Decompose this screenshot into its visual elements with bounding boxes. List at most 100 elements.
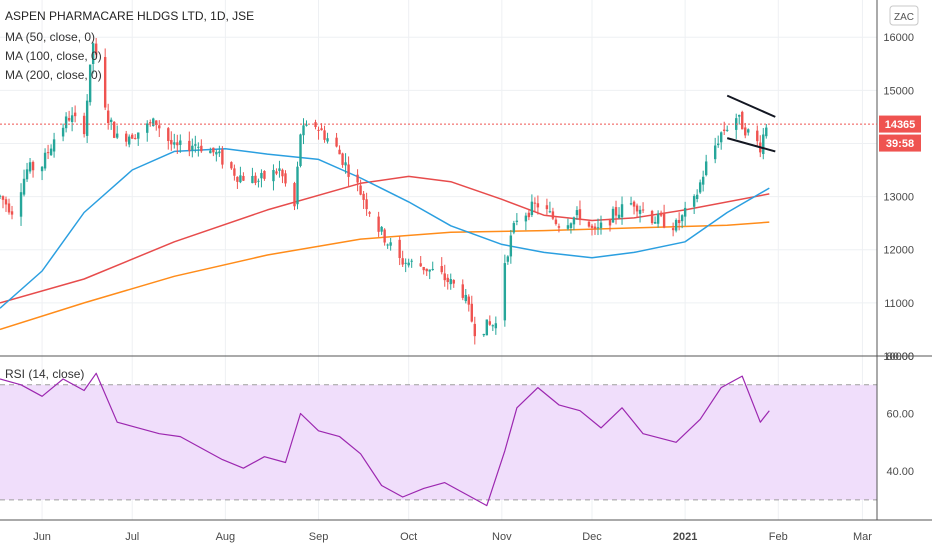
candle-body[interactable] — [368, 212, 371, 214]
candle-body[interactable] — [617, 214, 621, 219]
candle-body[interactable] — [401, 258, 404, 265]
candle-body[interactable] — [263, 171, 266, 179]
candle-body[interactable] — [638, 209, 642, 214]
candle-body[interactable] — [215, 151, 218, 155]
candle-body[interactable] — [611, 208, 615, 223]
candle-body[interactable] — [698, 182, 702, 193]
candle-body[interactable] — [46, 152, 50, 154]
candle-body[interactable] — [726, 129, 729, 131]
candle-body[interactable] — [701, 176, 705, 185]
candle-body[interactable] — [70, 115, 74, 122]
candle-body[interactable] — [720, 132, 723, 143]
candle-body[interactable] — [49, 148, 53, 156]
candle-body[interactable] — [173, 142, 176, 145]
candle-body[interactable] — [112, 121, 116, 138]
candle-body[interactable] — [566, 225, 570, 229]
candle-body[interactable] — [281, 169, 284, 177]
candle-body[interactable] — [557, 226, 561, 228]
candle-body[interactable] — [461, 284, 464, 298]
candle-body[interactable] — [533, 202, 537, 204]
candle-body[interactable] — [167, 128, 170, 142]
candle-body[interactable] — [239, 175, 242, 183]
candle-body[interactable] — [425, 268, 428, 272]
candle-body[interactable] — [410, 260, 413, 262]
candle-body[interactable] — [431, 268, 434, 270]
candle-body[interactable] — [629, 203, 633, 205]
candle-body[interactable] — [593, 226, 597, 229]
candle-body[interactable] — [383, 229, 386, 243]
candle-body[interactable] — [91, 43, 95, 64]
ma-200-line[interactable] — [0, 221, 770, 331]
candle-body[interactable] — [25, 169, 29, 180]
candle-body[interactable] — [94, 43, 98, 55]
candle-body[interactable] — [569, 223, 573, 228]
legend-ma-100[interactable]: MA (100, close, 0) — [5, 49, 102, 63]
candle-body[interactable] — [31, 161, 35, 171]
candle-body[interactable] — [299, 134, 302, 166]
candle-body[interactable] — [236, 176, 239, 182]
candle-body[interactable] — [302, 125, 305, 136]
candle-body[interactable] — [356, 174, 359, 183]
candle-body[interactable] — [251, 175, 254, 184]
candle-body[interactable] — [614, 207, 618, 216]
candle-body[interactable] — [155, 120, 158, 125]
candle-body[interactable] — [257, 180, 260, 182]
candle-body[interactable] — [741, 111, 744, 130]
candle-body[interactable] — [756, 130, 759, 142]
candle-body[interactable] — [509, 235, 513, 257]
candle-body[interactable] — [485, 319, 489, 336]
candle-body[interactable] — [377, 216, 380, 232]
candle-body[interactable] — [738, 114, 741, 117]
candle-body[interactable] — [188, 140, 191, 151]
candle-body[interactable] — [506, 256, 510, 262]
candle-body[interactable] — [608, 219, 612, 226]
candle-body[interactable] — [488, 321, 492, 325]
candle-body[interactable] — [446, 277, 449, 283]
candle-body[interactable] — [131, 134, 134, 139]
candle-body[interactable] — [109, 119, 113, 122]
candle-body[interactable] — [275, 171, 278, 174]
candle-body[interactable] — [314, 122, 317, 128]
candle-body[interactable] — [0, 195, 2, 197]
ma-100-line[interactable] — [0, 175, 770, 304]
candle-body[interactable] — [137, 132, 140, 139]
candle-body[interactable] — [344, 162, 347, 166]
candle-body[interactable] — [674, 220, 678, 231]
candle-body[interactable] — [723, 129, 726, 131]
candle-body[interactable] — [212, 147, 215, 153]
candle-body[interactable] — [620, 204, 624, 218]
channel-lower-line[interactable] — [726, 137, 776, 153]
candle-body[interactable] — [464, 294, 467, 302]
candle-body[interactable] — [578, 209, 582, 221]
candle-body[interactable] — [680, 215, 684, 222]
candle-body[interactable] — [599, 222, 603, 228]
candle-body[interactable] — [191, 145, 194, 150]
candle-body[interactable] — [323, 130, 326, 140]
unit-badge[interactable]: ZAC — [889, 5, 919, 26]
candle-body[interactable] — [320, 128, 323, 131]
candle-body[interactable] — [179, 140, 182, 145]
candle-body[interactable] — [704, 161, 708, 176]
candle-body[interactable] — [404, 262, 407, 264]
candle-body[interactable] — [106, 110, 110, 123]
candle-body[interactable] — [67, 117, 71, 121]
candle-body[interactable] — [43, 152, 47, 169]
candle-body[interactable] — [440, 265, 443, 273]
channel-upper-line[interactable] — [726, 94, 776, 118]
candle-body[interactable] — [10, 211, 14, 215]
candle-body[interactable] — [596, 227, 600, 229]
candle-body[interactable] — [575, 210, 579, 216]
candle-body[interactable] — [407, 262, 410, 266]
candle-body[interactable] — [389, 242, 392, 246]
candle-body[interactable] — [695, 194, 699, 200]
candle-body[interactable] — [515, 220, 519, 222]
candle-body[interactable] — [398, 239, 401, 258]
candle-body[interactable] — [200, 145, 203, 152]
candle-body[interactable] — [125, 133, 128, 142]
candle-body[interactable] — [158, 125, 161, 129]
candle-body[interactable] — [88, 64, 92, 103]
candle-body[interactable] — [64, 116, 68, 129]
candle-body[interactable] — [335, 137, 338, 147]
candle-body[interactable] — [19, 192, 23, 217]
candle-body[interactable] — [536, 203, 540, 208]
